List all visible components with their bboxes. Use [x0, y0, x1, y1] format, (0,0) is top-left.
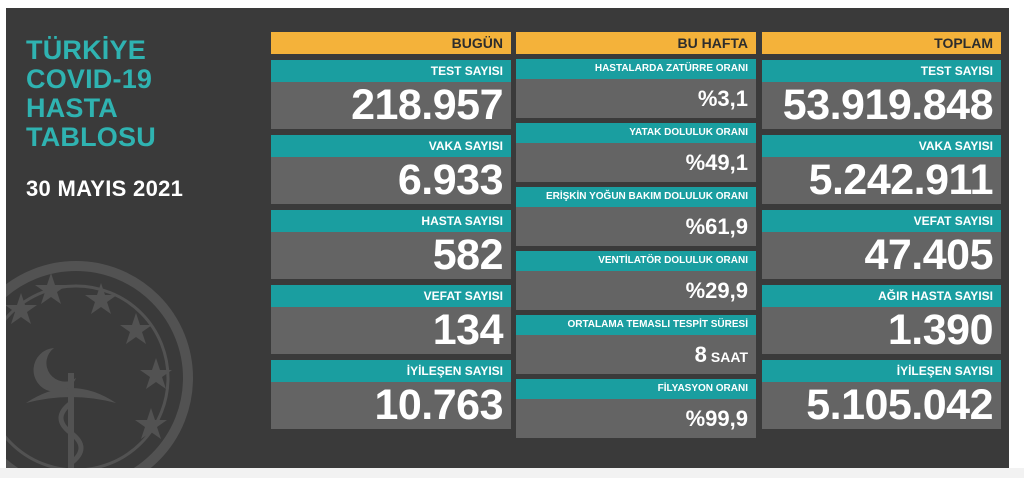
card-label: VENTİLATÖR DOLULUK ORANI — [516, 251, 756, 271]
card-value: 582 — [271, 232, 511, 279]
card-label: VEFAT SAYISI — [271, 285, 511, 307]
title-line: HASTA — [26, 93, 118, 123]
total-column: TOPLAM TEST SAYISI 53.919.848 VAKA SAYIS… — [762, 32, 1001, 429]
total-case-card: VAKA SAYISI 5.242.911 — [762, 135, 1001, 204]
week-pneumonia-card: HASTALARDA ZATÜRRE ORANI %3,1 — [516, 59, 756, 118]
card-value: 8 SAAT — [516, 335, 756, 374]
card-label: VEFAT SAYISI — [762, 210, 1001, 232]
card-label: HASTA SAYISI — [271, 210, 511, 232]
total-header: TOPLAM — [762, 32, 1001, 54]
title-line: COVID-19 — [26, 64, 153, 94]
card-label: TEST SAYISI — [762, 60, 1001, 82]
card-value: 5.105.042 — [762, 382, 1001, 429]
week-filiation-card: FİLYASYON ORANI %99,9 — [516, 379, 756, 438]
total-test-card: TEST SAYISI 53.919.848 — [762, 60, 1001, 129]
board-title: TÜRKİYE COVID-19 HASTA TABLOSU — [26, 36, 246, 152]
card-value: 218.957 — [271, 82, 511, 129]
card-value: %49,1 — [516, 143, 756, 182]
card-value-number: 8 — [694, 342, 707, 367]
card-label: YATAK DOLULUK ORANI — [516, 123, 756, 143]
card-label: İYİLEŞEN SAYISI — [271, 360, 511, 382]
total-severe-card: AĞIR HASTA SAYISI 1.390 — [762, 285, 1001, 354]
card-value: 1.390 — [762, 307, 1001, 354]
today-case-card: VAKA SAYISI 6.933 — [271, 135, 511, 204]
week-header: BU HAFTA — [516, 32, 756, 54]
title-line: TABLOSU — [26, 122, 156, 152]
report-date: 30 MAYIS 2021 — [26, 176, 184, 201]
card-label: ORTALAMA TEMASLI TESPİT SÜRESİ — [516, 315, 756, 335]
card-value: %29,9 — [516, 271, 756, 310]
card-label: FİLYASYON ORANI — [516, 379, 756, 399]
card-value-unit: SAAT — [710, 349, 748, 365]
card-label: İYİLEŞEN SAYISI — [762, 360, 1001, 382]
today-recovered-card: İYİLEŞEN SAYISI 10.763 — [271, 360, 511, 429]
card-value: 134 — [271, 307, 511, 354]
today-header: BUGÜN — [271, 32, 511, 54]
card-value: 10.763 — [271, 382, 511, 429]
today-column: BUGÜN TEST SAYISI 218.957 VAKA SAYISI 6.… — [271, 32, 511, 429]
card-label: TEST SAYISI — [271, 60, 511, 82]
card-value: 47.405 — [762, 232, 1001, 279]
week-ventilator-card: VENTİLATÖR DOLULUK ORANI %29,9 — [516, 251, 756, 310]
covid-table-board: TÜRKİYE COVID-19 HASTA TABLOSU 30 MAYIS … — [6, 8, 1009, 468]
week-bed-card: YATAK DOLULUK ORANI %49,1 — [516, 123, 756, 182]
week-contact-time-card: ORTALAMA TEMASLI TESPİT SÜRESİ 8 SAAT — [516, 315, 756, 374]
card-value: 53.919.848 — [762, 82, 1001, 129]
card-label: VAKA SAYISI — [762, 135, 1001, 157]
week-column: BU HAFTA HASTALARDA ZATÜRRE ORANI %3,1 Y… — [516, 32, 756, 438]
card-label: VAKA SAYISI — [271, 135, 511, 157]
ministry-emblem-icon — [6, 261, 193, 468]
today-test-card: TEST SAYISI 218.957 — [271, 60, 511, 129]
total-death-card: VEFAT SAYISI 47.405 — [762, 210, 1001, 279]
card-value: 5.242.911 — [762, 157, 1001, 204]
card-value: %61,9 — [516, 207, 756, 246]
card-value: %99,9 — [516, 399, 756, 438]
bottom-strip — [0, 468, 1024, 478]
week-icu-card: ERİŞKİN YOĞUN BAKIM DOLULUK ORANI %61,9 — [516, 187, 756, 246]
card-label: AĞIR HASTA SAYISI — [762, 285, 1001, 307]
today-patient-card: HASTA SAYISI 582 — [271, 210, 511, 279]
card-label: HASTALARDA ZATÜRRE ORANI — [516, 59, 756, 79]
card-value: %3,1 — [516, 79, 756, 118]
total-recovered-card: İYİLEŞEN SAYISI 5.105.042 — [762, 360, 1001, 429]
today-death-card: VEFAT SAYISI 134 — [271, 285, 511, 354]
card-label: ERİŞKİN YOĞUN BAKIM DOLULUK ORANI — [516, 187, 756, 207]
title-line: TÜRKİYE — [26, 35, 146, 65]
card-value: 6.933 — [271, 157, 511, 204]
